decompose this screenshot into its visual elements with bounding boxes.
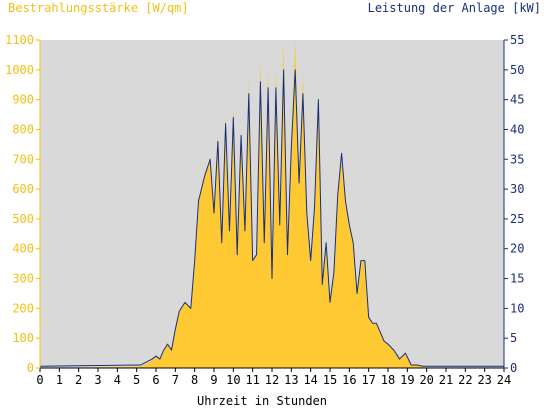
left-y-tick-label: 300	[12, 272, 34, 286]
x-tick-label: 18	[381, 373, 395, 387]
x-tick-label: 0	[36, 373, 43, 387]
x-tick-label: 6	[152, 373, 159, 387]
right-y-tick-label: 45	[510, 93, 524, 107]
right-y-tick-label: 25	[510, 212, 524, 226]
left-y-tick-label: 700	[12, 152, 34, 166]
right-y-tick-label: 30	[510, 182, 524, 196]
left-y-tick-label: 0	[27, 361, 34, 375]
left-y-tick-label: 200	[12, 301, 34, 315]
x-tick-label: 13	[284, 373, 298, 387]
x-tick-label: 4	[114, 373, 121, 387]
x-tick-label: 14	[303, 373, 317, 387]
left-y-tick-label: 400	[12, 242, 34, 256]
left-y-tick-label: 500	[12, 212, 34, 226]
x-tick-label: 7	[172, 373, 179, 387]
right-y-tick-label: 15	[510, 272, 524, 286]
x-tick-label: 19	[400, 373, 414, 387]
right-axis-title: Leistung der Anlage [kW]	[368, 1, 541, 15]
x-tick-label: 5	[133, 373, 140, 387]
right-y-tick-label: 35	[510, 152, 524, 166]
x-tick-label: 16	[342, 373, 356, 387]
right-y-tick-label: 5	[510, 331, 517, 345]
x-tick-label: 17	[361, 373, 375, 387]
x-tick-label: 11	[245, 373, 259, 387]
x-axis-label: Uhrzeit in Stunden	[197, 394, 327, 408]
x-tick-label: 12	[265, 373, 279, 387]
right-y-tick-label: 20	[510, 242, 524, 256]
x-tick-label: 20	[419, 373, 433, 387]
x-tick-label: 1	[56, 373, 63, 387]
series-layer	[39, 40, 504, 368]
series-power-line	[39, 69, 504, 367]
left-y-tick-label: 1100	[5, 33, 34, 47]
x-tick-label: 8	[191, 373, 198, 387]
ticks-layer: 0 1 2 3 4 5 6 7 8 9 10 11 12 13 14 15 16 17 18 19 20 21 22 23 24…	[5, 33, 524, 387]
x-tick-label: 15	[323, 373, 337, 387]
x-tick-label: 23	[477, 373, 491, 387]
x-tick-label: 2	[75, 373, 82, 387]
x-tick-label: 10	[226, 373, 240, 387]
left-y-tick-label: 100	[12, 331, 34, 345]
right-y-tick-label: 55	[510, 33, 524, 47]
right-y-tick-label: 50	[510, 63, 524, 77]
right-y-tick-label: 0	[510, 361, 517, 375]
left-y-tick-label: 1000	[5, 63, 34, 77]
right-y-tick-label: 40	[510, 122, 524, 136]
left-y-tick-label: 900	[12, 93, 34, 107]
x-tick-label: 21	[439, 373, 453, 387]
right-y-tick-label: 10	[510, 301, 524, 315]
left-y-tick-label: 600	[12, 182, 34, 196]
left-y-tick-label: 800	[12, 122, 34, 136]
series-irradiance-area	[40, 40, 504, 368]
x-tick-label: 9	[210, 373, 217, 387]
x-tick-label: 3	[94, 373, 101, 387]
left-axis-title: Bestrahlungsstärke [W/qm]	[8, 1, 189, 15]
x-tick-label: 22	[458, 373, 472, 387]
x-tick-label: 24	[497, 373, 511, 387]
